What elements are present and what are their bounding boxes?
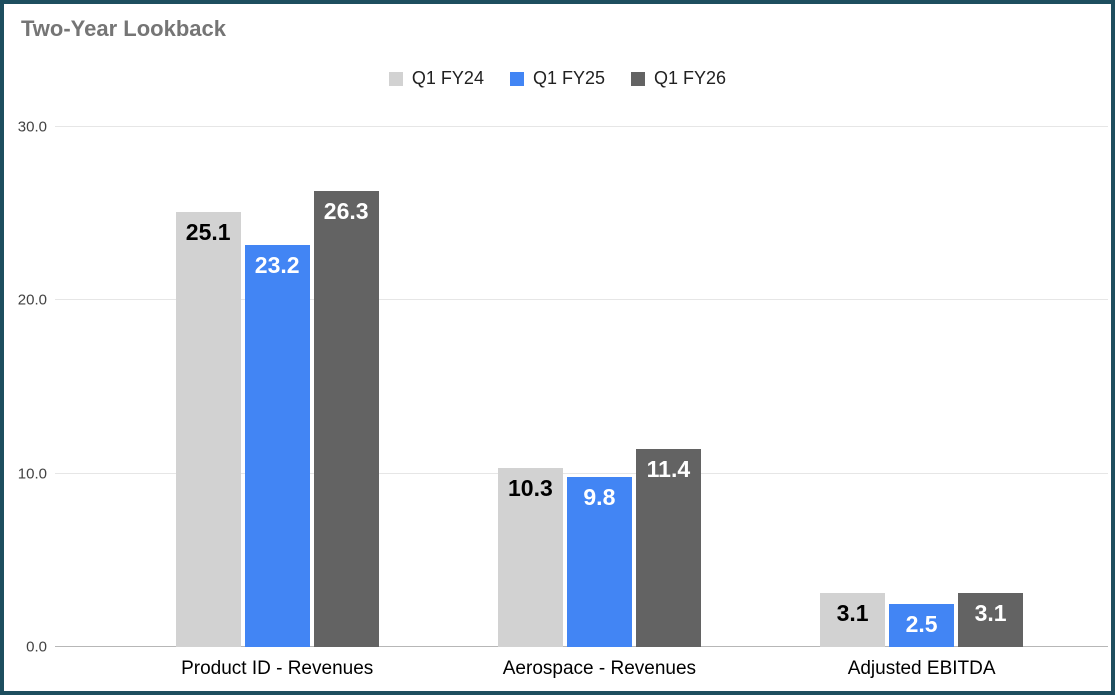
bar: 3.1: [820, 593, 886, 647]
y-tick-label: 0.0: [26, 638, 47, 656]
plot-area: 0.0 10.0 20.0 30.0 25.1 23.2 26.3 Product ID - …: [18, 120, 1108, 679]
legend-swatch: [388, 71, 403, 86]
legend-item: Q1 FY24: [388, 68, 484, 89]
legend-label: Q1 FY25: [532, 68, 606, 88]
bar-value-label: 25.1: [185, 218, 231, 245]
bar-value-label: 3.1: [974, 600, 1007, 627]
legend-item: Q1 FY25: [509, 68, 606, 89]
legend-swatch: [509, 71, 524, 86]
legend-item: Q1 FY26: [631, 68, 726, 89]
bar-value-label: 26.3: [323, 198, 369, 225]
bar: 11.4: [635, 449, 701, 647]
bar-value-label: 3.1: [836, 600, 869, 627]
bar-value-label: 10.3: [508, 475, 553, 502]
bar: 25.1: [175, 211, 241, 647]
bar: 9.8: [566, 477, 632, 647]
bar-value-label: 2.5: [905, 610, 938, 637]
bar: 26.3: [313, 191, 379, 647]
bar: 3.1: [958, 593, 1024, 647]
gridline: [55, 126, 1108, 127]
bar-value-label: 23.2: [254, 251, 300, 278]
y-tick-label: 30.0: [17, 118, 47, 136]
x-axis-category-label: Adjusted EBITDA: [847, 658, 996, 679]
bar: 2.5: [889, 603, 955, 647]
x-axis-category-label: Aerospace - Revenues: [502, 658, 697, 679]
gridline: [55, 299, 1108, 301]
bar-value-label: 9.8: [583, 484, 616, 511]
y-tick-label: 10.0: [17, 465, 47, 483]
gridline: [55, 472, 1108, 474]
chart-title: Two-Year Lookback: [21, 16, 226, 41]
legend-label: Q1 FY26: [654, 68, 727, 88]
bar-value-label: 11.4: [646, 456, 691, 483]
legend-label: Q1 FY24: [411, 68, 484, 88]
bar: 10.3: [497, 468, 563, 647]
y-tick-label: 20.0: [17, 291, 47, 309]
legend-swatch: [631, 71, 646, 86]
bar: 23.2: [244, 244, 310, 647]
legend: Q1 FY24 Q1 FY25 Q1 FY26: [4, 68, 1111, 89]
x-axis-category-label: Product ID - Revenues: [181, 658, 374, 679]
